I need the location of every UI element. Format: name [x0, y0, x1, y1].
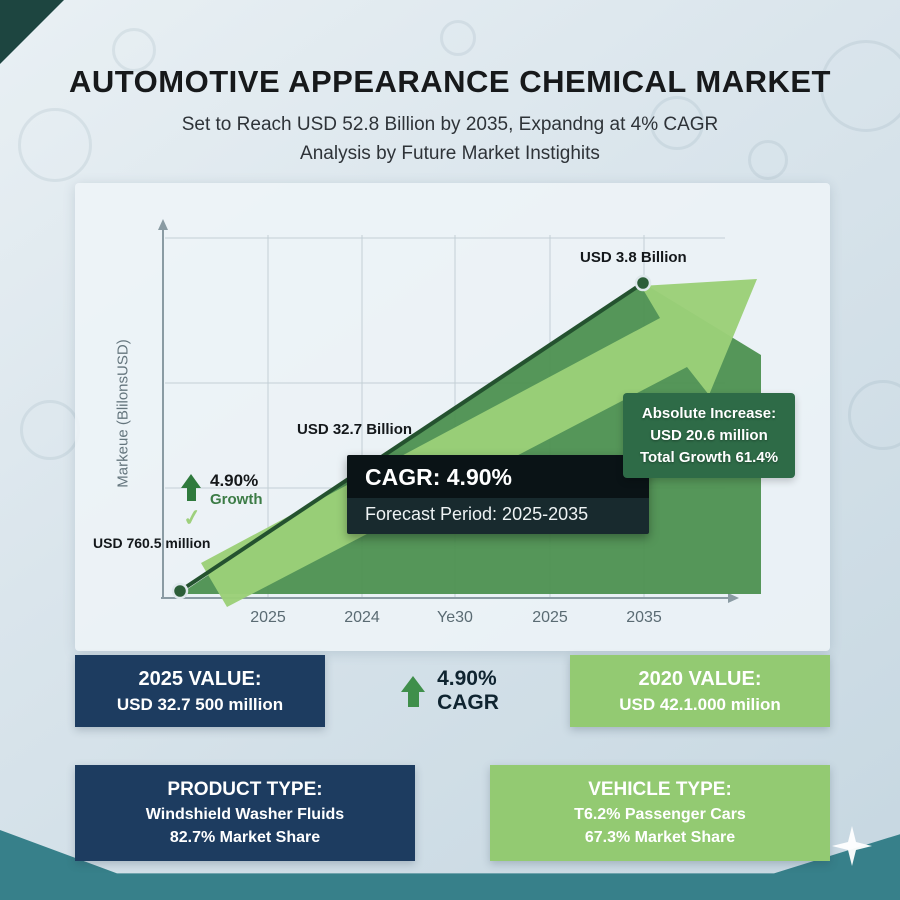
vehicle-type-title: VEHICLE TYPE: — [588, 779, 732, 800]
x-axis-arrowhead — [728, 593, 739, 603]
start-point-marker — [171, 582, 189, 600]
cagr-label: CAGR — [437, 691, 499, 714]
cagr-title: CAGR: 4.90% — [347, 455, 649, 498]
up-arrow-icon — [181, 474, 201, 508]
trend-line — [178, 281, 645, 593]
absolute-increase-callout: Absolute Increase: USD 20.6 million Tota… — [623, 393, 795, 479]
x-tick-4: 2025 — [532, 609, 568, 626]
value-label-mid: USD 32.7 Billion — [297, 421, 413, 438]
x-tick-5: 2035 — [626, 609, 662, 626]
background-doodle — [20, 400, 80, 460]
growth-indicator: 4.90% Growth — [181, 471, 263, 508]
background-doodle — [848, 380, 900, 450]
growth-percent: 4.90% — [210, 471, 259, 490]
background-doodle — [820, 40, 900, 132]
product-type-line1: Windshield Washer Fluids — [145, 806, 345, 823]
stat-card-product-type: PRODUCT TYPE: Windshield Washer Fluids 8… — [75, 765, 415, 861]
up-arrow-icon — [401, 675, 426, 707]
stat-card-cagr: 4.90% CAGR — [330, 655, 570, 727]
stat-2020-value: USD 42.1.000 milion — [619, 694, 781, 714]
x-tick-1: 2025 — [250, 609, 286, 626]
background-doodle — [650, 96, 704, 150]
background-doodle — [440, 20, 476, 56]
cagr-callout: CAGR: 4.90% Forecast Period: 2025-2035 — [347, 455, 649, 534]
growth-label: Growth — [210, 491, 263, 508]
x-tick-2: 2024 — [344, 609, 380, 626]
background-doodle — [748, 140, 788, 180]
value-label-start: USD 760.5 million — [93, 535, 211, 551]
absolute-increase-title: Absolute Increase: — [641, 405, 777, 422]
x-tick-3: Ye30 — [437, 609, 473, 626]
stat-card-2020-value: 2020 VALUE: USD 42.1.000 milion — [570, 655, 830, 727]
y-axis-arrowhead — [158, 219, 168, 230]
chart-axes — [161, 228, 730, 599]
vehicle-type-line1: T6.2% Passenger Cars — [574, 806, 746, 823]
subtitle-line2: Analysis by Future Market Instighits — [300, 143, 600, 164]
end-point-marker — [634, 274, 652, 292]
stat-2020-title: 2020 VALUE: — [638, 667, 762, 690]
stat-2025-title: 2025 VALUE: — [138, 667, 262, 690]
stat-card-vehicle-type: VEHICLE TYPE: T6.2% Passenger Cars 67.3%… — [490, 765, 830, 861]
product-type-line2: 82.7% Market Share — [169, 829, 321, 846]
forecast-period: Forecast Period: 2025-2035 — [347, 498, 649, 534]
stat-2025-value: USD 32.7 500 million — [116, 694, 284, 714]
stat-card-2025-value: 2025 VALUE: USD 32.7 500 million — [75, 655, 325, 727]
growth-arrow-shape — [201, 279, 757, 607]
page-title: AUTOMOTIVE APPEARANCE CHEMICAL MARKET — [69, 64, 831, 99]
background-doodle — [18, 108, 92, 182]
product-type-title: PRODUCT TYPE: — [167, 779, 323, 800]
total-growth: Total Growth 61.4% — [639, 448, 779, 466]
check-icon: ✓ — [181, 503, 204, 532]
background-doodle — [112, 28, 156, 72]
cagr-percent: 4.90% — [437, 667, 497, 690]
value-label-2035: USD 3.8 Billion — [580, 249, 687, 266]
chart-panel: Markeue (BlilonsUSD) USD 3.8 Billion USD… — [75, 183, 830, 651]
absolute-increase-value: USD 20.6 million — [650, 426, 768, 444]
vehicle-type-line2: 67.3% Market Share — [584, 829, 736, 846]
subtitle-line1: Set to Reach USD 52.8 Billion by 2035, E… — [181, 114, 719, 135]
y-axis-label: Markeue (BlilonsUSD) — [114, 339, 132, 488]
corner-accent-top-left — [0, 0, 64, 64]
